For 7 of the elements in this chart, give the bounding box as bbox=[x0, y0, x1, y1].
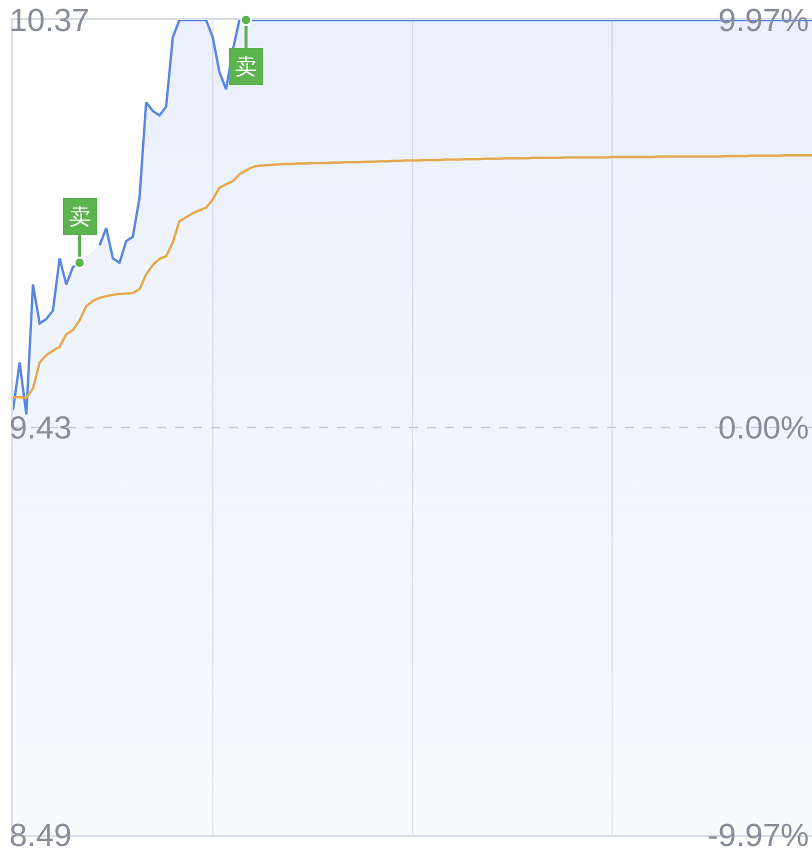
y2-tick-label: -9.97% bbox=[708, 817, 809, 854]
data-label: 卖 bbox=[235, 54, 257, 79]
y-tick-label: 9.43 bbox=[9, 410, 72, 446]
y2-tick-label: 0.00% bbox=[718, 410, 809, 446]
y-tick-label: 10.37 bbox=[9, 2, 90, 38]
data-label: 卖 bbox=[69, 204, 91, 229]
y-tick-label: 8.49 bbox=[9, 817, 72, 854]
